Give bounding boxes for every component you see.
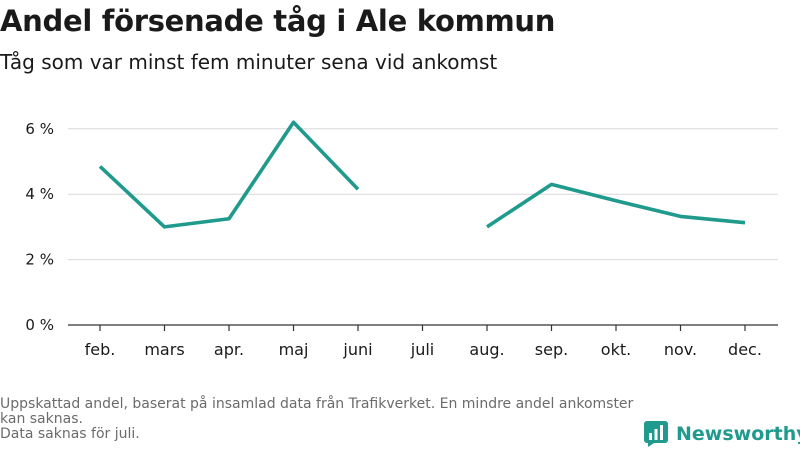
x-tick-label: nov. [664,340,697,359]
x-tick-label: apr. [214,340,244,359]
y-tick-label: 6 % [25,120,54,138]
x-tick-label: sep. [535,340,568,359]
x-tick-label: aug. [469,340,504,359]
newsworthy-logo-icon [644,421,668,447]
series-line [486,182,746,229]
x-tick-label: okt. [601,340,631,359]
y-tick-label: 0 % [25,316,54,334]
brand: Newsworthy [644,421,800,447]
x-tick-label: maj [279,340,309,359]
line-chart: 0 % 2 % 4 % 6 % feb. mars apr. maj juni juli aug. s… [25,120,778,359]
y-tick-label: 4 % [25,185,54,203]
x-tick-label: feb. [85,340,116,359]
x-tick-label: juli [410,340,434,359]
x-tick-label: juni [342,340,372,359]
x-tick-label: dec. [728,340,762,359]
y-tick-label: 2 % [25,251,54,269]
footnote: Uppskattad andel, baserat på insamlad da… [0,397,640,442]
footnote-missing-data: Data saknas för juli. [0,426,140,442]
brand-name: Newsworthy [676,423,800,445]
chart-title: Andel försenade tåg i Ale kommun [0,4,556,38]
footnote-source: Uppskattad andel, baserat på insamlad da… [0,396,634,427]
chart-subtitle: Tåg som var minst fem minuter sena vid a… [0,50,498,74]
series-line [98,120,360,229]
x-tick-label: mars [144,340,184,359]
